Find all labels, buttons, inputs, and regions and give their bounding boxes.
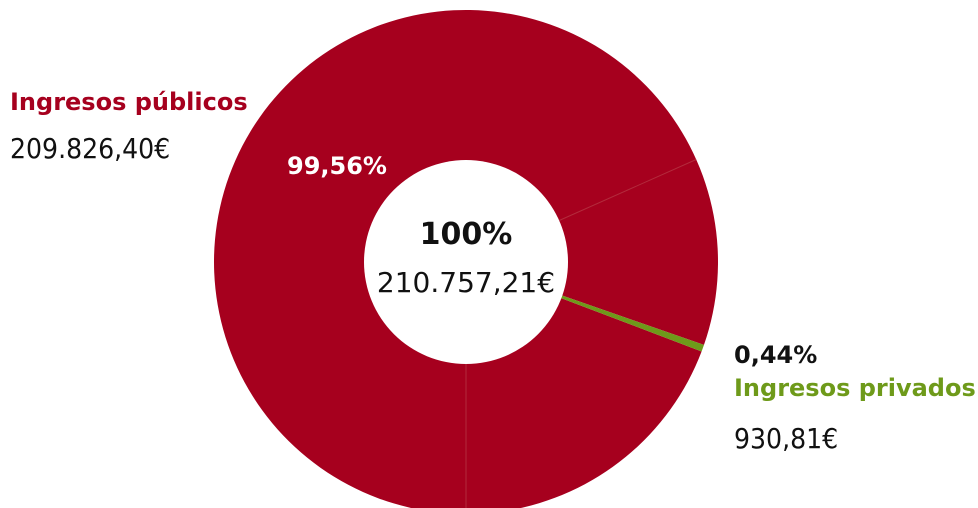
donut-hole [364, 160, 568, 364]
series-name-ingresos-publicos: Ingresos públicos [10, 88, 248, 116]
total-percent-label: 100% [420, 217, 513, 252]
slice-percent-label-ingresos-privados: 0,44% [734, 341, 817, 369]
total-value-label: 210.757,21€ [377, 266, 555, 299]
series-value-ingresos-privados: 930,81€ [734, 422, 838, 455]
series-name-ingresos-privados: Ingresos privados [734, 374, 976, 402]
segment-divider-1 [558, 159, 697, 221]
slice-percent-label-ingresos-publicos: 99,56% [287, 152, 387, 180]
series-value-ingresos-publicos: 209.826,40€ [10, 132, 170, 165]
